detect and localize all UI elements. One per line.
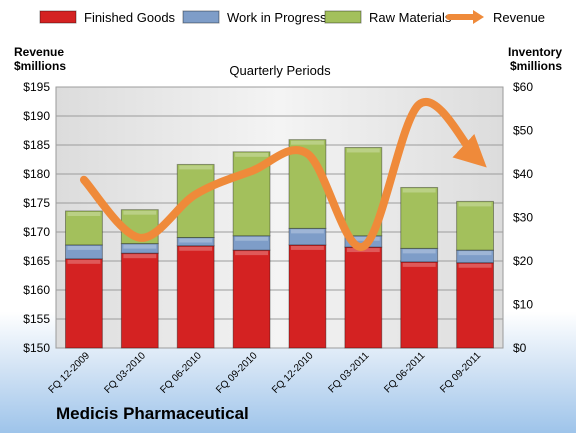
- bar-raw-materials: [64, 210, 103, 246]
- bar-highlight: [67, 211, 101, 216]
- left-axis-tick-label: $175: [23, 196, 50, 210]
- bar-finished-goods: [456, 262, 495, 349]
- left-axis-tick-label: $195: [23, 80, 50, 94]
- left-axis-tick-label: $170: [23, 225, 50, 239]
- right-axis-tick-label: $50: [513, 124, 533, 138]
- bar-finished-goods: [344, 246, 383, 349]
- bar-raw-materials: [456, 200, 495, 251]
- bar-highlight: [458, 202, 492, 207]
- bar-highlight: [179, 246, 213, 251]
- right-axis-tick-label: $60: [513, 80, 533, 94]
- bar-highlight: [290, 245, 324, 250]
- right-axis-tick-label: $0: [513, 341, 527, 355]
- x-axis-tick-label: FQ 03-2011: [326, 350, 371, 395]
- legend: Finished Goods Work in Progress Raw Materi…: [39, 10, 545, 25]
- right-axis-tick-label: $20: [513, 254, 533, 268]
- x-axis-tick-label: FQ 03-2010: [102, 350, 148, 396]
- bar-highlight: [458, 263, 492, 268]
- bar-highlight: [290, 229, 324, 234]
- left-axis-tick-label: $180: [23, 167, 50, 181]
- bar-highlight: [179, 165, 213, 170]
- bar-highlight: [235, 236, 269, 241]
- bar-finished-goods: [288, 244, 327, 349]
- left-axis-tick-label: $155: [23, 312, 50, 326]
- chart-title: Quarterly Periods: [229, 63, 331, 78]
- right-axis-tick-label: $10: [513, 298, 533, 312]
- bar-highlight: [235, 251, 269, 256]
- right-axis-label-line2: $millions: [510, 59, 562, 73]
- right-axis-tick-label: $40: [513, 167, 533, 181]
- left-axis-label-line2: $millions: [14, 59, 66, 73]
- bar-highlight: [123, 210, 157, 215]
- bar-highlight: [123, 244, 157, 249]
- legend-label: Revenue: [493, 10, 545, 25]
- bar-finished-goods: [64, 258, 103, 349]
- right-axis-label-line1: Inventory: [508, 45, 562, 59]
- x-axis-tick-label: FQ 06-2010: [158, 350, 204, 396]
- company-name: Medicis Pharmaceutical: [56, 404, 249, 423]
- bar-finished-goods: [400, 261, 439, 349]
- left-axis-tick-label: $150: [23, 341, 50, 355]
- right-axis-tick-label: $30: [513, 211, 533, 225]
- bar-highlight: [179, 238, 213, 243]
- legend-swatch: [39, 10, 77, 24]
- legend-swatch: [324, 10, 362, 24]
- left-axis-tick-label: $165: [23, 254, 50, 268]
- bars: [64, 139, 495, 349]
- revenue-line-group: [79, 98, 487, 251]
- legend-label: Raw Materials: [369, 10, 452, 25]
- x-axis-tick-label: FQ 06-2011: [382, 350, 427, 395]
- x-axis-tick-label: FQ 09-2010: [214, 350, 260, 396]
- left-axis-tick-label: $190: [23, 109, 50, 123]
- right-axis-ticks: $0 $10 $20 $30 $40 $50 $60: [513, 80, 533, 355]
- left-axis-ticks: $150 $155 $160 $165 $170 $175 $180 $185 $190 $195: [23, 80, 50, 355]
- x-axis-tick-label: FQ 12-2009: [47, 350, 93, 396]
- revenue-line: [79, 98, 487, 251]
- bar-highlight: [67, 259, 101, 264]
- bar-highlight: [290, 140, 324, 145]
- left-axis-label-line1: Revenue: [14, 45, 64, 59]
- bar-highlight: [458, 251, 492, 256]
- bar-highlight: [402, 188, 436, 193]
- left-axis-tick-label: $185: [23, 138, 50, 152]
- bar-raw-materials: [400, 186, 439, 249]
- bar-highlight: [346, 148, 380, 153]
- left-axis-tick-label: $160: [23, 283, 50, 297]
- bar-highlight: [67, 245, 101, 250]
- bar-highlight: [123, 254, 157, 259]
- x-axis-tick-label: FQ 09-2011: [438, 350, 483, 395]
- bar-highlight: [402, 262, 436, 267]
- bar-finished-goods: [176, 245, 215, 349]
- x-axis-tick-label: FQ 12-2010: [270, 350, 316, 396]
- legend-label: Work in Progress: [227, 10, 327, 25]
- legend-label: Finished Goods: [84, 10, 176, 25]
- bar-finished-goods: [232, 249, 271, 349]
- x-axis-ticks: FQ 12-2009 FQ 03-2010 FQ 06-2010 FQ 09-2010…: [47, 350, 484, 396]
- bar-highlight: [346, 236, 380, 241]
- bar-highlight: [402, 249, 436, 254]
- legend-arrow-icon: [473, 10, 484, 24]
- bar-finished-goods: [120, 252, 159, 349]
- bar-highlight: [235, 152, 269, 157]
- legend-swatch: [182, 10, 220, 24]
